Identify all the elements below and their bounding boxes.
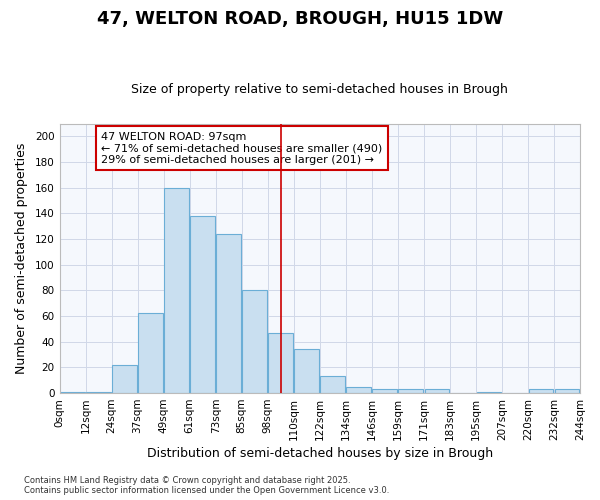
Title: Size of property relative to semi-detached houses in Brough: Size of property relative to semi-detach… <box>131 83 508 96</box>
Bar <box>60 392 85 393</box>
Bar <box>268 332 293 393</box>
Bar <box>242 290 267 393</box>
Text: 47 WELTON ROAD: 97sqm
← 71% of semi-detached houses are smaller (490)
29% of sem: 47 WELTON ROAD: 97sqm ← 71% of semi-deta… <box>101 132 382 165</box>
Bar <box>373 389 397 393</box>
Bar <box>295 350 319 393</box>
Bar <box>398 389 423 393</box>
Bar <box>346 386 371 393</box>
Bar <box>425 389 449 393</box>
Bar <box>529 389 553 393</box>
Bar <box>476 392 501 393</box>
Text: Contains HM Land Registry data © Crown copyright and database right 2025.
Contai: Contains HM Land Registry data © Crown c… <box>24 476 389 495</box>
Bar <box>164 188 189 393</box>
Bar <box>554 389 580 393</box>
Bar <box>217 234 241 393</box>
Text: 47, WELTON ROAD, BROUGH, HU15 1DW: 47, WELTON ROAD, BROUGH, HU15 1DW <box>97 10 503 28</box>
Bar <box>320 376 345 393</box>
Bar <box>138 314 163 393</box>
Bar <box>190 216 215 393</box>
Y-axis label: Number of semi-detached properties: Number of semi-detached properties <box>15 142 28 374</box>
Bar <box>86 392 111 393</box>
X-axis label: Distribution of semi-detached houses by size in Brough: Distribution of semi-detached houses by … <box>147 447 493 460</box>
Bar <box>112 365 137 393</box>
